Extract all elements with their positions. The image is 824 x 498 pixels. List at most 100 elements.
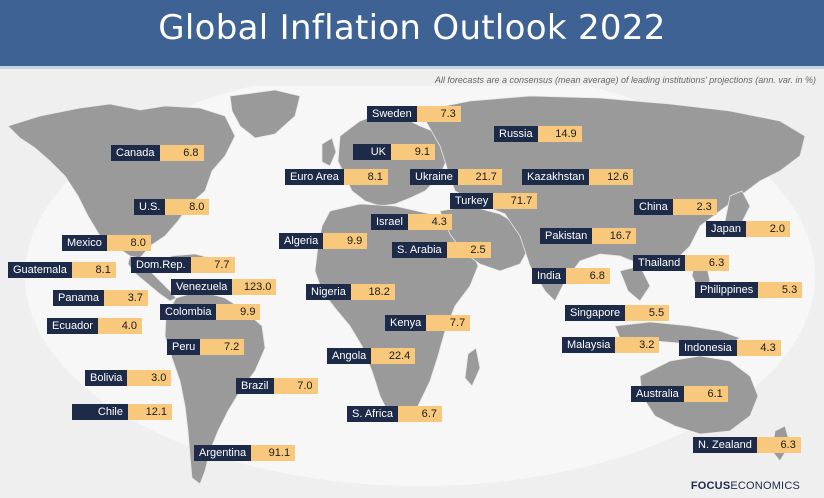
country-name: Kenya: [385, 315, 427, 331]
forecast-note: All forecasts are a consensus (mean aver…: [434, 75, 816, 85]
country-name: S. Africa: [347, 406, 398, 422]
label-canada: Canada 6.8: [111, 145, 204, 161]
label-sweden: Sweden 7.3: [367, 106, 461, 122]
country-name: S. Arabia: [392, 242, 447, 258]
country-name: Russia: [494, 126, 538, 142]
country-name: Algeria: [279, 233, 324, 249]
inflation-value: 12.6: [589, 169, 634, 185]
inflation-value: 21.7: [457, 169, 502, 185]
country-name: Mexico: [62, 235, 107, 251]
inflation-value: 12.1: [128, 404, 172, 420]
label-israel: Israel 4.3: [371, 214, 452, 230]
label-euro-area: Euro Area 8.1: [285, 169, 388, 185]
country-name: Kazakhstan: [522, 169, 590, 185]
inflation-value: 8.0: [165, 199, 210, 215]
label-venezuela: Venezuela 123.0: [171, 279, 277, 295]
label-peru: Peru 7.2: [167, 339, 245, 355]
inflation-value: 9.9: [216, 304, 261, 320]
country-name: Euro Area: [285, 169, 344, 185]
label-singapore: Singapore 5.5: [565, 305, 670, 321]
inflation-value: 91.1: [251, 445, 296, 461]
label-china: China 2.3: [634, 199, 717, 215]
inflation-value: 7.7: [190, 257, 235, 273]
country-name: Nigeria: [306, 284, 351, 300]
label-japan: Japan 2.0: [706, 221, 790, 237]
country-name: Singapore: [565, 305, 626, 321]
label-ecuador: Ecuador 4.0: [47, 318, 142, 334]
inflation-value: 6.8: [565, 268, 610, 284]
country-name: U.S.: [134, 199, 166, 215]
country-name: Sweden: [367, 106, 417, 122]
country-name: N. Zealand: [693, 437, 757, 453]
label-indonesia: Indonesia 4.3: [679, 340, 781, 356]
inflation-value: 3.7: [103, 290, 148, 306]
label-algeria: Algeria 9.9: [279, 233, 368, 249]
inflation-value: 8.0: [106, 235, 151, 251]
land-north-america: [7, 103, 236, 259]
country-name: Australia: [631, 386, 684, 402]
label-turkey: Turkey 71.7: [450, 193, 538, 209]
label-ukraine: Ukraine 21.7: [410, 169, 502, 185]
brand-bold: FOCUS: [690, 480, 731, 492]
label-brazil: Brazil 7.0: [236, 378, 318, 394]
inflation-value: 2.3: [672, 199, 717, 215]
inflation-value: 6.3: [756, 437, 801, 453]
label-thailand: Thailand 6.3: [633, 255, 730, 271]
label-saudi-arabia: S. Arabia 2.5: [392, 242, 491, 258]
inflation-value: 7.7: [426, 315, 471, 331]
label-dom-rep: Dom.Rep. 7.7: [131, 257, 235, 273]
brand-logo: FOCUSECONOMICS: [691, 480, 800, 492]
label-malaysia: Malaysia 3.2: [562, 337, 660, 353]
inflation-value: 4.3: [736, 340, 781, 356]
country-name: Pakistan: [540, 228, 593, 244]
country-name: Chile: [72, 404, 128, 420]
inflation-value: 6.8: [159, 145, 204, 161]
inflation-value: 6.7: [397, 406, 442, 422]
country-name: Malaysia: [562, 337, 616, 353]
land-greenland: [229, 89, 301, 139]
label-nigeria: Nigeria 18.2: [306, 284, 395, 300]
label-panama: Panama 3.7: [53, 290, 148, 306]
country-name: Panama: [53, 290, 104, 306]
country-name: Indonesia: [679, 340, 737, 356]
inflation-value: 6.1: [683, 386, 728, 402]
header-banner: Global Inflation Outlook 2022: [0, 0, 824, 69]
country-name: India: [532, 268, 566, 284]
inflation-value: 2.0: [745, 221, 790, 237]
label-russia: Russia 14.9: [494, 126, 582, 142]
label-bolivia: Bolivia 3.0: [85, 370, 172, 386]
country-name: Venezuela: [171, 279, 233, 295]
inflation-value: 7.3: [416, 106, 461, 122]
land-madagascar: [464, 347, 481, 387]
label-pakistan: Pakistan 16.7: [540, 228, 637, 244]
country-name: Argentina: [194, 445, 252, 461]
country-name: Turkey: [450, 193, 494, 209]
inflation-value: 3.2: [615, 337, 660, 353]
inflation-value: 123.0: [232, 279, 277, 295]
inflation-value: 16.7: [592, 228, 637, 244]
label-colombia: Colombia 9.9: [160, 304, 261, 320]
inflation-value: 3.0: [127, 370, 172, 386]
inflation-value: 5.5: [625, 305, 670, 321]
country-name: Brazil: [236, 378, 274, 394]
country-name: Dom.Rep.: [131, 257, 191, 273]
country-name: Ecuador: [47, 318, 98, 334]
inflation-value: 22.4: [371, 348, 416, 364]
page-title: Global Inflation Outlook 2022: [158, 8, 666, 48]
label-uk: UK 9.1: [353, 144, 435, 160]
country-name: Ukraine: [410, 169, 458, 185]
label-chile: Chile 12.1: [72, 404, 172, 420]
label-australia: Australia 6.1: [631, 386, 728, 402]
inflation-value: 14.9: [537, 126, 582, 142]
world-map: [7, 86, 815, 486]
label-argentina: Argentina 91.1: [194, 445, 296, 461]
inflation-value: 18.2: [350, 284, 395, 300]
country-name: Angola: [327, 348, 372, 364]
country-name: Guatemala: [8, 262, 72, 278]
country-name: Canada: [111, 145, 160, 161]
inflation-value: 7.0: [273, 378, 318, 394]
inflation-value: 7.2: [200, 339, 245, 355]
label-philippines: Philippines 5.3: [695, 282, 803, 298]
label-mexico: Mexico 8.0: [62, 235, 151, 251]
label-kazakhstan: Kazakhstan 12.6: [522, 169, 634, 185]
